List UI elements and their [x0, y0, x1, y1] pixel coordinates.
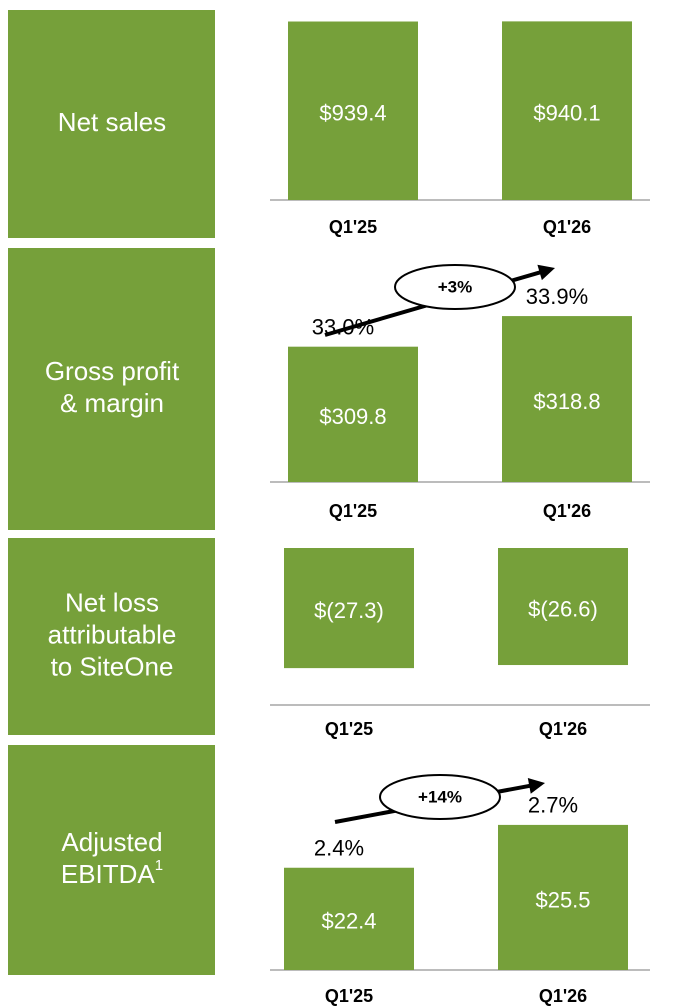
bar — [498, 548, 628, 666]
value-label: $22.4 — [321, 909, 376, 934]
margin-label: 33.9% — [526, 284, 588, 309]
chart-title-line: EBITDA — [61, 859, 156, 889]
x-tick-label: Q1'25 — [329, 501, 377, 521]
margin-label: 33.0% — [312, 314, 374, 339]
value-label: $(27.3) — [314, 598, 384, 623]
chart-title-line: Net sales — [58, 107, 166, 137]
growth-badge — [379, 774, 501, 820]
value-label: $309.8 — [319, 404, 386, 429]
chart-title: attributable — [48, 619, 177, 649]
margin-label: 2.7% — [528, 793, 578, 818]
bar — [288, 346, 418, 482]
x-tick-label: Q1'25 — [325, 986, 373, 1006]
chart-title-line: & margin — [60, 388, 164, 418]
bar — [288, 21, 418, 200]
chart-title: to SiteOne — [51, 651, 174, 681]
chart-title-line: Net loss — [65, 587, 159, 617]
chart-title: Net sales — [58, 107, 166, 137]
title-box — [8, 538, 215, 735]
bar — [502, 316, 632, 482]
bar — [284, 867, 414, 970]
x-tick-label: Q1'26 — [539, 719, 587, 739]
margin-label: 2.4% — [314, 836, 364, 861]
value-label: $939.4 — [319, 101, 386, 126]
growth-arrow-head — [537, 264, 555, 281]
x-tick-label: Q1'26 — [539, 986, 587, 1006]
x-tick-label: Q1'26 — [543, 217, 591, 237]
growth-label: +3% — [438, 277, 473, 296]
chart-title: Net loss — [65, 587, 159, 617]
title-box — [8, 745, 215, 975]
bar — [284, 548, 414, 669]
value-label: $(26.6) — [528, 596, 598, 621]
bar — [498, 824, 628, 970]
value-label: $940.1 — [533, 101, 600, 126]
value-label: $25.5 — [535, 887, 590, 912]
footnote-mark: 1 — [155, 857, 163, 874]
x-tick-label: Q1'26 — [543, 501, 591, 521]
title-box — [8, 10, 215, 238]
growth-badge — [394, 264, 516, 310]
chart-title: Adjusted — [61, 827, 162, 857]
chart-title: EBITDA1 — [61, 857, 163, 889]
growth-arrow-head — [527, 778, 545, 794]
chart-title-line: Gross profit — [45, 356, 180, 386]
chart-title-line: Adjusted — [61, 827, 162, 857]
bar — [502, 21, 632, 201]
value-label: $318.8 — [533, 389, 600, 414]
x-tick-label: Q1'25 — [325, 719, 373, 739]
x-tick-label: Q1'25 — [329, 217, 377, 237]
growth-label: +14% — [418, 787, 462, 806]
chart-title: Gross profit — [45, 356, 180, 386]
chart-title-line: to SiteOne — [51, 651, 174, 681]
chart-title-line: attributable — [48, 619, 177, 649]
title-box — [8, 248, 215, 530]
chart-title: & margin — [60, 388, 164, 418]
